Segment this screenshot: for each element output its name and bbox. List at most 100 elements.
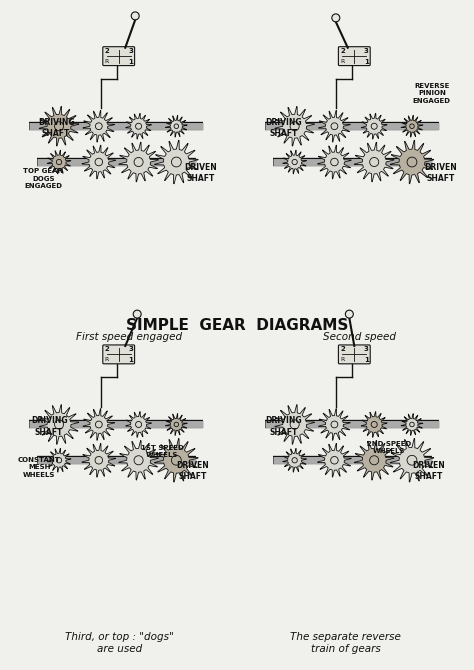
Circle shape	[95, 123, 102, 129]
Circle shape	[136, 123, 142, 129]
Circle shape	[172, 456, 181, 465]
Polygon shape	[39, 107, 79, 146]
Text: DRIVEN
SHAFT: DRIVEN SHAFT	[412, 461, 445, 481]
Text: 1ST SPEED
WHEELS: 1ST SPEED WHEELS	[141, 445, 184, 458]
Text: 1: 1	[128, 58, 133, 64]
Text: 1: 1	[128, 357, 133, 363]
Text: SIMPLE  GEAR  DIAGRAMS: SIMPLE GEAR DIAGRAMS	[126, 318, 348, 332]
Circle shape	[331, 421, 338, 428]
Text: TOP GEAR
DOGS
ENGAGED: TOP GEAR DOGS ENGAGED	[23, 168, 63, 190]
Circle shape	[346, 310, 353, 318]
Circle shape	[292, 159, 297, 165]
Circle shape	[407, 456, 417, 465]
Circle shape	[174, 124, 179, 129]
Polygon shape	[319, 409, 350, 440]
Polygon shape	[155, 140, 198, 184]
Text: CONSTANT
MESH
WHEELS: CONSTANT MESH WHEELS	[18, 457, 61, 478]
Polygon shape	[119, 440, 158, 480]
Circle shape	[133, 310, 141, 318]
Circle shape	[331, 456, 338, 464]
Polygon shape	[283, 150, 307, 174]
FancyBboxPatch shape	[338, 47, 370, 66]
Polygon shape	[361, 411, 387, 438]
Text: 3: 3	[128, 346, 133, 352]
Circle shape	[174, 422, 179, 427]
Text: 2: 2	[340, 48, 345, 54]
Circle shape	[134, 157, 143, 167]
Text: DRIVING
SHAFT: DRIVING SHAFT	[265, 118, 302, 138]
Polygon shape	[119, 142, 158, 182]
Circle shape	[134, 456, 143, 465]
Polygon shape	[401, 413, 423, 436]
Polygon shape	[82, 145, 116, 179]
Text: REVERSE
PINION
ENGAGED: REVERSE PINION ENGAGED	[413, 83, 451, 104]
Polygon shape	[165, 413, 187, 436]
Text: DRIVEN
SHAFT: DRIVEN SHAFT	[184, 163, 217, 183]
Polygon shape	[47, 448, 71, 472]
Circle shape	[56, 159, 62, 165]
Text: 2ND SPEED
WHEELS: 2ND SPEED WHEELS	[367, 441, 411, 454]
Circle shape	[370, 456, 379, 465]
Polygon shape	[390, 140, 434, 184]
Polygon shape	[39, 405, 79, 444]
Polygon shape	[318, 145, 351, 179]
Polygon shape	[283, 448, 307, 472]
Circle shape	[370, 157, 379, 167]
Polygon shape	[275, 107, 314, 146]
Circle shape	[407, 157, 417, 167]
Text: 3: 3	[128, 48, 133, 54]
Polygon shape	[355, 142, 394, 182]
Text: Second speed: Second speed	[323, 332, 396, 342]
FancyBboxPatch shape	[338, 345, 370, 364]
Polygon shape	[83, 111, 115, 142]
Polygon shape	[390, 438, 434, 482]
Text: First speed engaged: First speed engaged	[75, 332, 182, 342]
Circle shape	[95, 158, 102, 165]
Circle shape	[95, 456, 102, 464]
Polygon shape	[82, 444, 116, 477]
Polygon shape	[126, 411, 151, 438]
Circle shape	[331, 158, 338, 165]
Text: DRIVING
SHAFT: DRIVING SHAFT	[31, 417, 67, 437]
Text: 3: 3	[364, 48, 369, 54]
Polygon shape	[47, 150, 71, 174]
Circle shape	[371, 123, 377, 129]
Circle shape	[55, 420, 64, 429]
Circle shape	[131, 12, 139, 20]
Text: The separate reverse
train of gears: The separate reverse train of gears	[290, 632, 401, 653]
Circle shape	[290, 122, 299, 131]
Text: 1: 1	[364, 58, 369, 64]
Text: 2: 2	[104, 346, 109, 352]
Circle shape	[136, 421, 142, 427]
Circle shape	[290, 420, 299, 429]
Text: R: R	[105, 357, 109, 362]
Text: R: R	[340, 357, 345, 362]
Text: R: R	[340, 59, 345, 64]
Circle shape	[95, 421, 102, 428]
Circle shape	[331, 123, 338, 129]
Text: DRIVING
SHAFT: DRIVING SHAFT	[265, 417, 302, 437]
Polygon shape	[319, 111, 350, 142]
Circle shape	[332, 14, 340, 22]
Text: 3: 3	[364, 346, 369, 352]
Text: 2: 2	[104, 48, 109, 54]
Circle shape	[410, 124, 414, 129]
FancyBboxPatch shape	[103, 345, 135, 364]
Circle shape	[371, 421, 377, 427]
Polygon shape	[155, 438, 198, 482]
Polygon shape	[126, 113, 151, 139]
Text: 2: 2	[340, 346, 345, 352]
Polygon shape	[275, 405, 314, 444]
Circle shape	[55, 122, 64, 131]
Text: R: R	[105, 59, 109, 64]
Polygon shape	[401, 115, 423, 137]
Circle shape	[410, 422, 414, 427]
Text: DRIVING
SHAFT: DRIVING SHAFT	[38, 118, 74, 138]
Polygon shape	[355, 440, 394, 480]
Circle shape	[56, 458, 62, 463]
Circle shape	[292, 458, 297, 463]
Polygon shape	[165, 115, 187, 137]
Text: 1: 1	[364, 357, 369, 363]
FancyBboxPatch shape	[103, 47, 135, 66]
Polygon shape	[318, 444, 351, 477]
